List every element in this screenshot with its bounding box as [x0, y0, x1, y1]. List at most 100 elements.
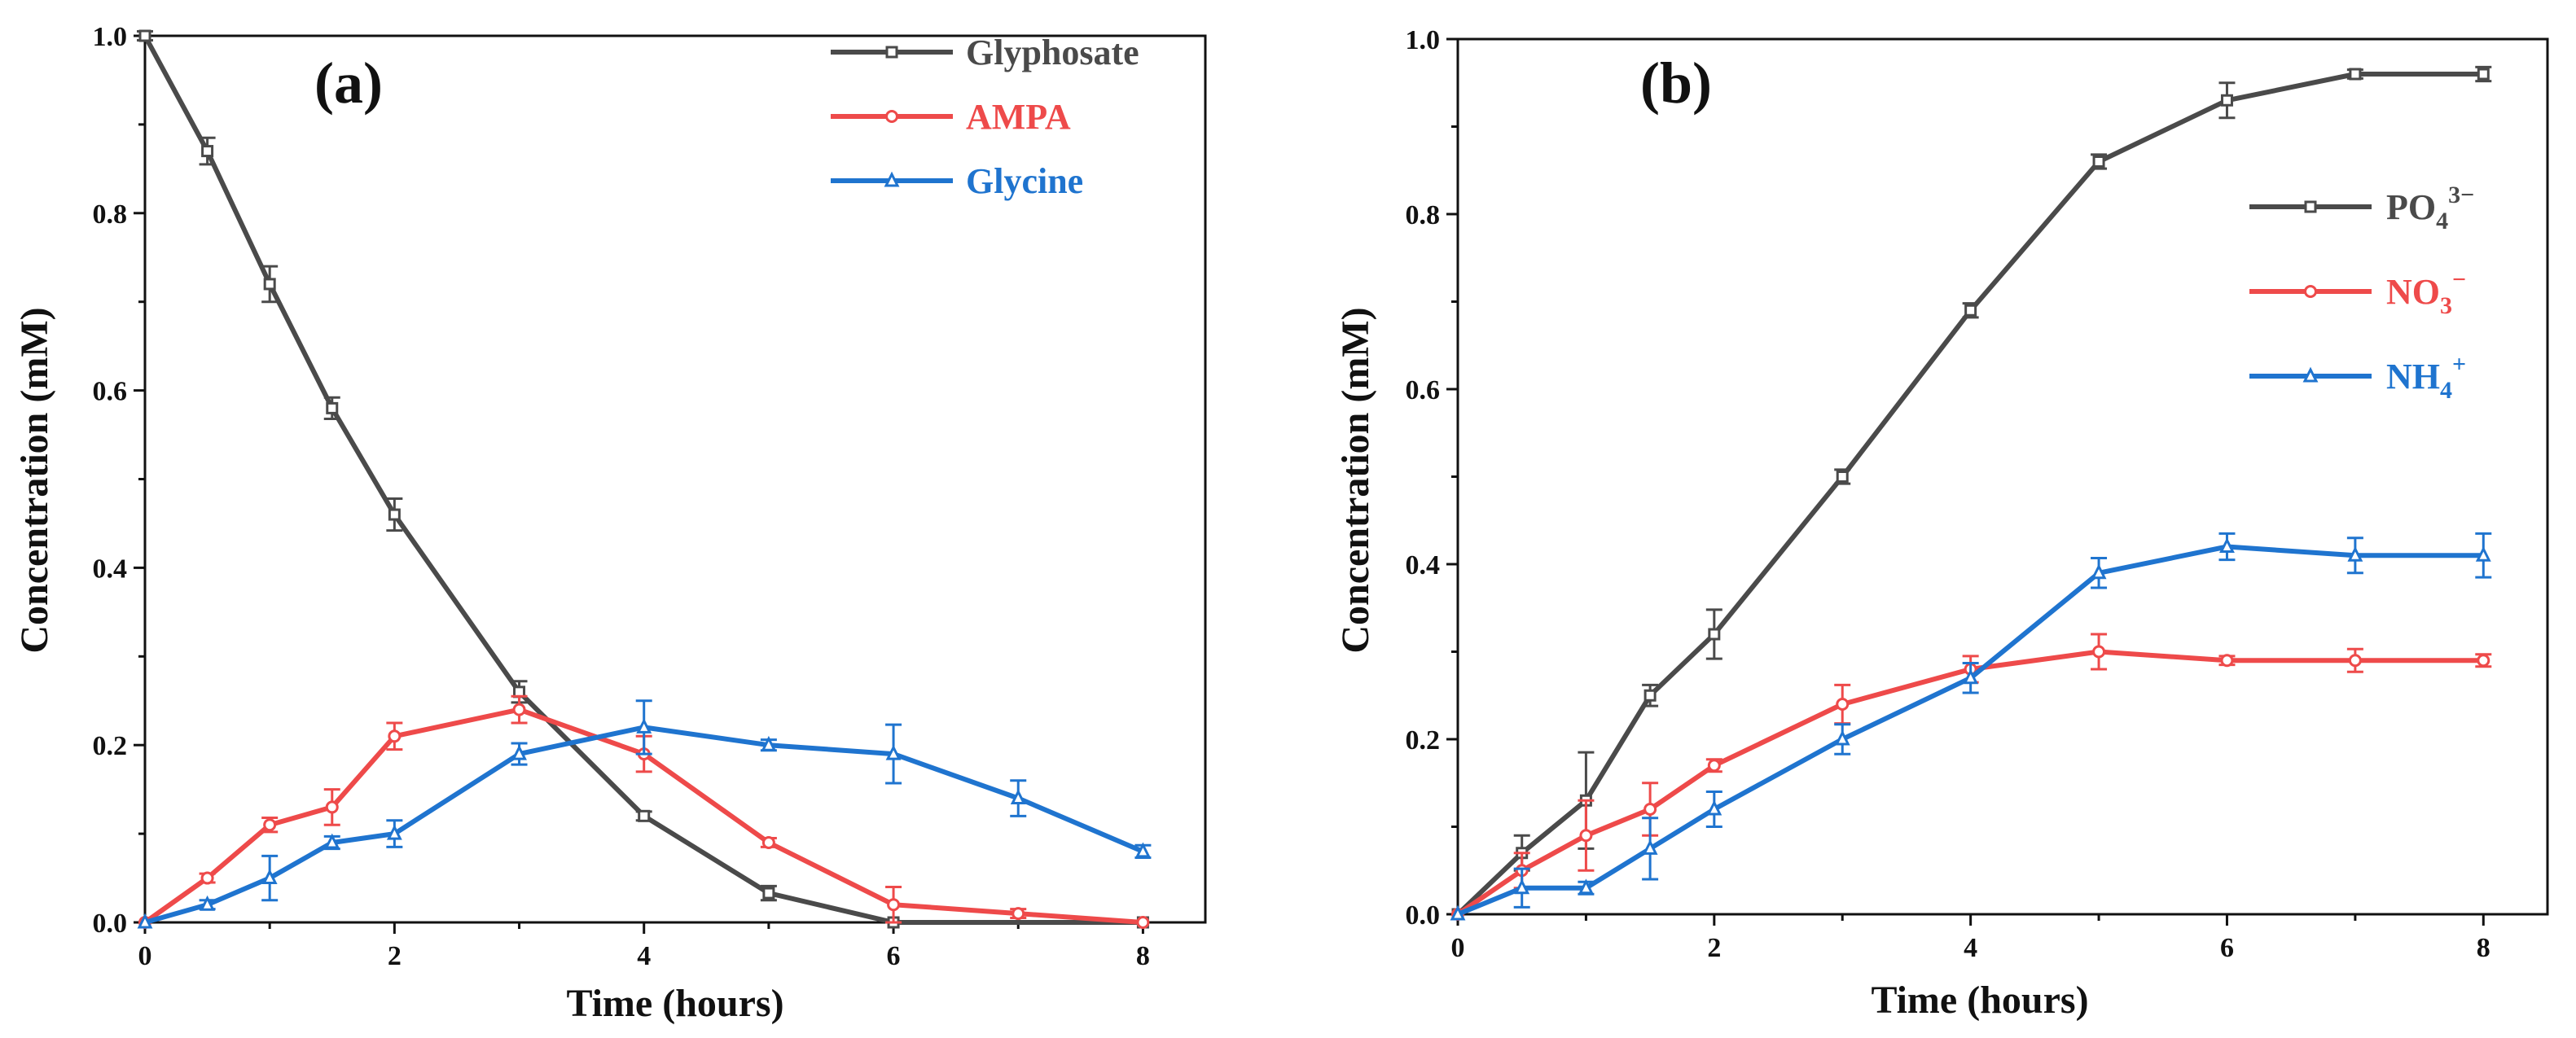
data-marker-0	[1450, 904, 1466, 921]
series-line	[1455, 72, 2484, 917]
data-marker-2	[263, 818, 277, 832]
data-marker-7	[2091, 563, 2107, 580]
data-marker-6	[638, 809, 651, 822]
data-marker-10	[1136, 916, 1150, 929]
y-tick-label: 0.2	[93, 731, 128, 761]
series-glycine	[137, 699, 1152, 929]
legend-entry-po: PO43−	[2249, 182, 2474, 234]
data-marker-4	[1708, 628, 1721, 641]
data-marker-9	[2349, 68, 2362, 81]
y-tick-label: 0.6	[1406, 375, 1441, 405]
data-marker-3	[1643, 689, 1657, 702]
data-marker-3	[326, 401, 339, 414]
plot-frame	[1456, 37, 2549, 916]
y-tick-label: 0.2	[1406, 725, 1441, 756]
data-marker-9	[1010, 789, 1026, 805]
data-marker-2	[261, 869, 278, 885]
data-marker-1	[1514, 878, 1530, 895]
legend-label: AMPA	[966, 97, 1071, 137]
data-marker-legend	[2304, 285, 2317, 298]
data-marker-0	[137, 913, 153, 929]
data-marker-4	[388, 508, 401, 521]
x-tick-label: 8	[1136, 941, 1150, 971]
data-marker-5	[511, 744, 527, 760]
data-marker-6	[636, 718, 652, 734]
data-marker-5	[1836, 698, 1850, 711]
x-tick-label: 4	[1964, 933, 1977, 963]
legend-label: NH4+	[2386, 351, 2466, 404]
chart-panel-b: 0 2 4 6 8 0.0 0.2 0.4 0.6 0.8 1.0 Time (hours) Conce…	[1334, 25, 2549, 1022]
x-tick-label: 6	[2220, 933, 2234, 963]
data-marker-2	[263, 278, 276, 291]
x-axis-title: Time (hours)	[566, 982, 783, 1025]
panel-label: (b)	[1640, 50, 1712, 116]
x-tick-label: 6	[887, 941, 901, 971]
y-axis-title: Concentration (mM)	[13, 307, 56, 653]
data-marker-5	[1836, 471, 1849, 483]
y-axis-title: Concentration (mM)	[1334, 307, 1377, 653]
data-marker-10	[2475, 545, 2491, 562]
legend-label: NO3−	[2386, 266, 2466, 319]
data-marker-legend	[885, 110, 898, 123]
x-axis-title: Time (hours)	[1871, 979, 2088, 1022]
data-marker-8	[2220, 654, 2234, 668]
x-tick-label: 0	[1451, 933, 1465, 963]
data-marker-10	[2477, 654, 2490, 668]
data-marker-1	[200, 895, 216, 911]
data-marker-4	[388, 729, 402, 743]
data-marker-4	[1706, 799, 1722, 816]
chart-panel-a: 0 2 4 6 8 0.0 0.2 0.4 0.6 0.8 1.0 Time (hours) Conce…	[13, 22, 1207, 1025]
x-tick-label: 2	[388, 941, 402, 971]
data-marker-7	[2092, 155, 2105, 168]
data-marker-9	[1012, 907, 1025, 921]
data-marker-8	[2220, 94, 2233, 107]
data-marker-3	[324, 833, 340, 849]
data-marker-legend	[2302, 366, 2319, 383]
y-tick-label: 0.4	[93, 554, 128, 584]
data-marker-4	[386, 824, 402, 840]
series-nh	[1450, 532, 2492, 921]
y-tick-label: 1.0	[93, 22, 128, 52]
legend-entry-glycine: Glycine	[831, 161, 1083, 201]
data-marker-7	[761, 835, 775, 849]
legend-label: Glycine	[966, 161, 1083, 201]
data-marker-legend	[885, 46, 898, 59]
data-marker-0	[138, 29, 151, 42]
data-marker-legend	[884, 171, 900, 187]
data-marker-3	[1643, 803, 1657, 816]
legend-entry-glyphosate: Glyphosate	[831, 33, 1139, 72]
data-marker-7	[762, 887, 775, 900]
legend-entry-no: NO3−	[2249, 266, 2466, 319]
data-marker-8	[887, 898, 901, 912]
series-ampa	[138, 694, 1150, 929]
y-tick-label: 0.8	[93, 199, 128, 230]
legend-entry-ampa: AMPA	[831, 97, 1071, 137]
data-marker-5	[512, 703, 526, 716]
data-marker-1	[200, 871, 214, 885]
data-marker-10	[1134, 842, 1151, 858]
series-line	[143, 34, 1143, 925]
y-tick-label: 0.0	[1406, 900, 1441, 931]
data-marker-3	[325, 800, 339, 814]
data-marker-3	[1642, 839, 1658, 855]
data-marker-7	[2092, 645, 2106, 659]
x-tick-label: 2	[1707, 933, 1721, 963]
data-marker-2	[1579, 829, 1593, 843]
y-tick-label: 0.0	[93, 909, 128, 939]
data-marker-7	[761, 735, 777, 751]
y-tick-label: 0.6	[93, 377, 128, 407]
series-no	[1451, 633, 2492, 921]
legend-label: PO43−	[2386, 182, 2474, 234]
legend-entry-nh: NH4+	[2249, 351, 2466, 404]
data-marker-9	[2347, 545, 2363, 562]
series-po	[1451, 65, 2492, 921]
data-marker-8	[2219, 537, 2235, 553]
legend-label: Glyphosate	[966, 33, 1139, 72]
data-marker-1	[201, 145, 214, 158]
data-marker-4	[1707, 759, 1721, 773]
x-tick-label: 0	[138, 941, 152, 971]
y-tick-label: 0.8	[1406, 200, 1441, 230]
y-tick-label: 1.0	[1406, 25, 1441, 55]
y-tick-label: 0.4	[1406, 550, 1441, 580]
